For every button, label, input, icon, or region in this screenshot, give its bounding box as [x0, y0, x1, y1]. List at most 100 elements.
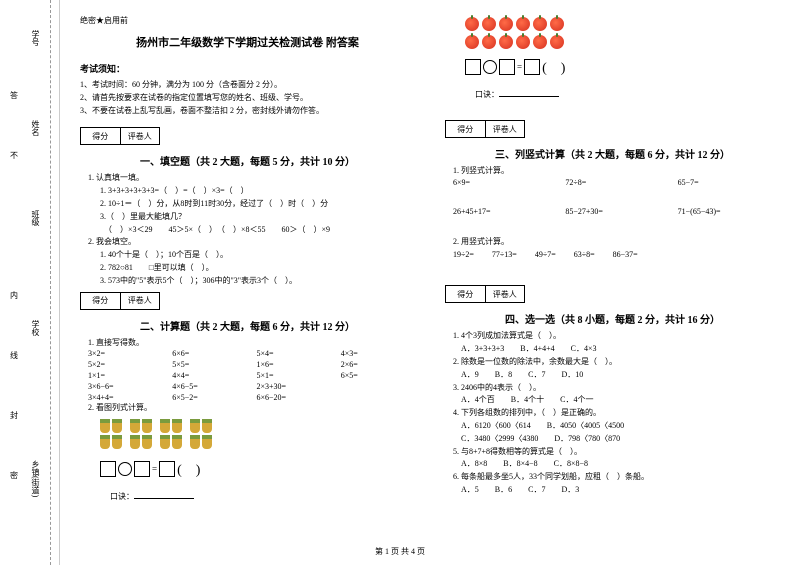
instruction-item: 1、考试时间：60 分钟，满分为 100 分（含卷面分 2 分）。	[80, 79, 415, 92]
grader-label: 评卷人	[121, 293, 160, 309]
q-text: 2. 看图列式计算。	[88, 402, 415, 415]
math-item: 5×1=	[257, 371, 331, 380]
margin-label: 学校	[30, 320, 41, 336]
q-item: 4. 下列各组数的排列中，（ ）是正确的。	[453, 407, 780, 420]
pineapple-icon	[142, 419, 152, 433]
math-grid: 26+45+17= 85−27+30= 71−(65−43)=	[445, 207, 780, 216]
left-column: 绝密★启用前 扬州市二年级数学下学期过关检测试卷 附答案 考试须知： 1、考试时…	[80, 15, 415, 550]
koujue-label: 口诀：	[110, 492, 134, 501]
margin-label: 学号	[30, 30, 41, 46]
instruction-item: 3、不要在试卷上乱写乱画，卷面不整洁扣 2 分，密封线外请勿作答。	[80, 105, 415, 118]
apple-icon	[482, 35, 496, 49]
q-text: 2. 用竖式计算。	[453, 236, 780, 249]
seal-char: 不	[10, 150, 18, 161]
score-box: 得分 评卷人	[80, 292, 160, 310]
instruction-item: 2、请首先按要求在试卷的指定位置填写您的姓名、班级、学号。	[80, 92, 415, 105]
apple-icon	[499, 35, 513, 49]
question: 1. 直接写得数。	[80, 337, 415, 350]
math-item: 4×6−5=	[172, 382, 246, 391]
math-item: 6×5=	[341, 371, 415, 380]
pineapple-groups	[80, 419, 415, 449]
q-item: 3. 573中的"5"表示5个（ ）；306中的"3"表示3个（ ）。	[88, 275, 415, 288]
square-blank	[159, 461, 175, 477]
pine-group	[160, 419, 182, 449]
instructions-title: 考试须知：	[80, 62, 415, 75]
margin-label: 姓名	[30, 120, 41, 136]
math-item: 65−7=	[678, 178, 780, 187]
grader-label: 评卷人	[121, 128, 160, 144]
pineapple-icon	[202, 419, 212, 433]
square-blank	[134, 461, 150, 477]
page: 学号 姓名 班级 学校 乡镇(街道) 答 不 内 线 封 密 绝密★启用前 扬州…	[0, 0, 800, 565]
q-item: 3.（ ）里最大能填几？	[88, 211, 415, 224]
q-item: A．3+3+3+3 B．4+4+4 C．4×3	[453, 343, 780, 356]
score-label: 得分	[81, 293, 121, 309]
math-item: 26+45+17=	[453, 207, 555, 216]
koujue-label: 口诀：	[475, 90, 499, 99]
q-item: A．6120〈600〈614 B．4050〈4005〈4500	[453, 420, 780, 433]
math-item: 63÷8=	[574, 250, 595, 259]
seal-char: 线	[10, 350, 18, 361]
pine-group	[190, 419, 212, 449]
pineapple-icon	[160, 435, 170, 449]
circle-blank	[118, 462, 132, 476]
section-head: 一、填空题（共 2 大题，每题 5 分，共计 10 分）	[80, 153, 415, 168]
exam-title: 扬州市二年级数学下学期过关检测试卷 附答案	[80, 34, 415, 50]
q-item: 3. 2406中的4表示（ ）。	[453, 382, 780, 395]
circle-blank	[483, 60, 497, 74]
math-item: 1×6=	[257, 360, 331, 369]
math-item: 71−(65−43)=	[678, 207, 780, 216]
apple-icon	[516, 35, 530, 49]
underline	[499, 87, 559, 97]
pineapple-icon	[112, 435, 122, 449]
q-text: 1. 认真填一填。	[88, 172, 415, 185]
pineapple-icon	[130, 435, 140, 449]
apple-icon	[533, 35, 547, 49]
pineapple-icon	[130, 419, 140, 433]
math-item: 86−37=	[613, 250, 638, 259]
score-box: 得分 评卷人	[80, 127, 160, 145]
q-item: A．9 B．8 C．7 D．10	[453, 369, 780, 382]
apple-icon	[550, 17, 564, 31]
q-item: 2. 除数是一位数的除法中，余数最大是（ ）。	[453, 356, 780, 369]
pineapple-icon	[202, 435, 212, 449]
math-item: 6×6−20=	[257, 393, 331, 402]
pineapple-icon	[190, 419, 200, 433]
q-item: 6. 每条船最多坐5人，33个同学划船，应租（ ）条船。	[453, 471, 780, 484]
pineapple-icon	[160, 419, 170, 433]
q-item: （ ）×3＜29 45＞5×（ ） （ ）×8＜55 60＞（ ）×9	[88, 224, 415, 237]
score-box: 得分 评卷人	[445, 120, 525, 138]
equals: =	[517, 62, 522, 72]
underline	[134, 489, 194, 499]
q-item: 2. 782○81 □里可以填（ ）。	[88, 262, 415, 275]
margin-label: 班级	[30, 210, 41, 226]
score-label: 得分	[446, 121, 486, 137]
square-blank	[524, 59, 540, 75]
score-label: 得分	[446, 286, 486, 302]
pineapple-icon	[142, 435, 152, 449]
secret-tag: 绝密★启用前	[80, 15, 415, 26]
math-item: 3×6−6=	[88, 382, 162, 391]
math-item: 6×6=	[172, 349, 246, 358]
q-item: 1. 40个十是（ ）；10个百是（ ）。	[88, 249, 415, 262]
q-item: A．4个百 B．4个十 C．4个一	[453, 394, 780, 407]
question: 1. 认真填一填。 1. 3+3+3+3+3+3=（ ）=（ ）×3=（ ） 2…	[80, 172, 415, 287]
q-text: 1. 直接写得数。	[88, 337, 415, 350]
instructions: 1、考试时间：60 分钟，满分为 100 分（含卷面分 2 分）。 2、请首先按…	[80, 79, 415, 117]
math-item: 4×4=	[172, 371, 246, 380]
seal-char: 答	[10, 90, 18, 101]
math-item: 3×2=	[88, 349, 162, 358]
question: 1. 列竖式计算。	[445, 165, 780, 178]
math-item: 2×3+30=	[257, 382, 331, 391]
apple-icon	[465, 35, 479, 49]
paren: ( )	[177, 459, 200, 479]
apple-row	[445, 17, 780, 31]
question: 1. 4个3列成加法算式是（ ）。 A．3+3+3+3 B．4+4+4 C．4×…	[445, 330, 780, 496]
math-item: 6×9=	[453, 178, 555, 187]
score-box: 得分 评卷人	[445, 285, 525, 303]
pine-group	[130, 419, 152, 449]
section-head: 四、选一选（共 8 小题，每题 2 分，共计 16 分）	[445, 311, 780, 326]
paren: ( )	[542, 57, 565, 77]
q-item: 2. 10÷1＝（ ）分，从8时到11时30分，经过了（ ）时（ ）分	[88, 198, 415, 211]
math-item: 3×4+4=	[88, 393, 162, 402]
